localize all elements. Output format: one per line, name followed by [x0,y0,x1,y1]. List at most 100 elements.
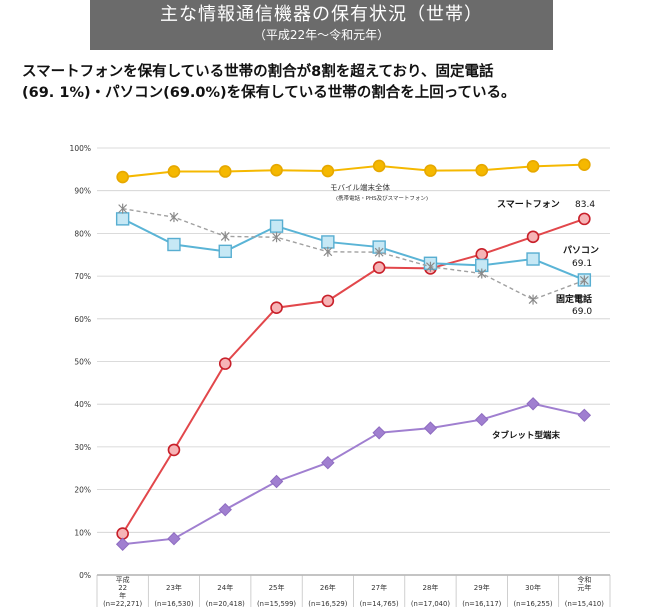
headline: スマートフォンを保有している世帯の割合が8割を超えており、固定電話 (69. 1… [22,62,632,104]
data-point [218,165,232,178]
x-tick-label: 年 [119,591,126,600]
data-point [218,357,232,370]
series-value-smartphone: 83.4 [575,200,595,210]
x-tick-n-label: (n=16,255) [514,600,553,607]
series-note-mobile: (携帯電話・PHS及びスマートフォン) [336,194,428,202]
y-tick-label: 60% [74,315,91,324]
data-point [169,212,179,223]
data-point [475,163,489,177]
x-tick-n-label: (n=14,765) [360,600,399,607]
y-tick-label: 80% [74,229,91,238]
series-label-mobile: モバイル端末全体 [330,182,390,192]
x-tick-n-label: (n=16,529) [308,600,347,607]
series-line [122,402,585,546]
series-label-pc: パソコン [563,244,599,256]
x-tick-n-label: (n=16,117) [462,600,501,607]
data-point [577,408,592,423]
data-point [115,212,130,226]
chart-title: 主な情報通信機器の保有状況（世帯） [160,4,483,25]
data-point [578,158,591,171]
data-point [526,160,540,173]
x-tick-n-label: (n=16,530) [154,600,193,607]
data-point [167,443,181,457]
data-point [218,244,232,259]
y-tick-label: 0% [79,571,91,580]
series-line [122,217,585,281]
data-point [321,294,335,308]
y-tick-label: 70% [74,272,91,281]
x-tick-label: 29年 [474,583,490,592]
x-tick-label: 25年 [269,583,285,592]
data-point [321,455,335,470]
data-point [423,421,438,435]
headline-line-1: スマートフォンを保有している世帯の割合が8割を超えており、固定電話 [22,64,494,80]
y-tick-label: 30% [74,443,91,452]
y-tick-label: 20% [74,486,91,495]
series-label-tablet: タブレット型端末 [492,430,561,441]
x-tick-n-label: (n=15,410) [565,600,604,607]
data-point [218,502,232,517]
x-tick-label: 平成 [116,575,130,584]
x-tick-label: 26年 [320,583,336,592]
data-point [272,232,281,243]
data-point [323,246,333,257]
x-tick-label: 元年 [577,583,591,592]
x-tick-n-label: (n=15,599) [257,600,296,607]
data-point [115,537,130,551]
data-point [167,165,181,178]
chart-subtitle: （平成22年～令和元年） [253,28,390,42]
data-point [526,252,540,266]
data-point [270,163,283,177]
series-value-landline: 69.0 [572,307,592,317]
data-point [477,268,487,279]
headline-line-2: (69. 1%)・パソコン(69.0%)を保有している世帯の割合を上回っている。 [22,85,516,101]
data-point [372,426,386,440]
data-point [372,261,386,274]
data-point [578,212,591,226]
title-banner: 主な情報通信機器の保有状況（世帯） （平成22年～令和元年） [90,0,553,50]
x-tick-label: 23年 [166,583,182,592]
x-tick-n-label: (n=17,040) [411,600,450,607]
x-tick-n-label: (n=20,418) [206,600,245,607]
data-point [116,527,129,540]
series-line [122,207,585,301]
data-point [116,170,129,184]
data-point [475,248,489,261]
data-point [528,294,538,305]
x-tick-label: 24年 [217,583,233,592]
data-point [321,164,335,178]
data-point [426,261,435,272]
data-point [526,397,540,411]
series-label-smartphone: スマートフォン [497,199,560,210]
data-point [579,275,589,286]
data-point [269,219,284,233]
x-tick-label: 28年 [422,583,438,592]
data-point [526,230,540,244]
x-tick-n-label: (n=22,271) [103,600,142,607]
data-point [220,231,230,242]
x-tick-label: 27年 [371,583,387,592]
data-point [269,474,284,489]
data-point [475,412,489,427]
x-tick-label: 令和 [577,575,591,584]
series-value-pc: 69.1 [572,259,592,269]
y-tick-label: 100% [70,144,91,153]
data-point [372,159,386,173]
series-line [122,163,585,179]
series-label-landline: 固定電話 [556,293,592,305]
y-tick-label: 40% [74,400,91,409]
y-tick-label: 10% [74,528,91,537]
y-tick-label: 50% [74,358,91,367]
data-point [270,301,283,314]
series-line [121,217,585,535]
data-point [424,164,437,177]
y-tick-label: 90% [74,187,91,196]
data-point [118,203,128,214]
data-point [374,247,384,258]
data-point [167,531,181,546]
data-point [321,235,335,249]
x-tick-label: 30年 [525,583,541,592]
x-tick-label: 22 [118,584,127,592]
data-point [167,237,181,252]
